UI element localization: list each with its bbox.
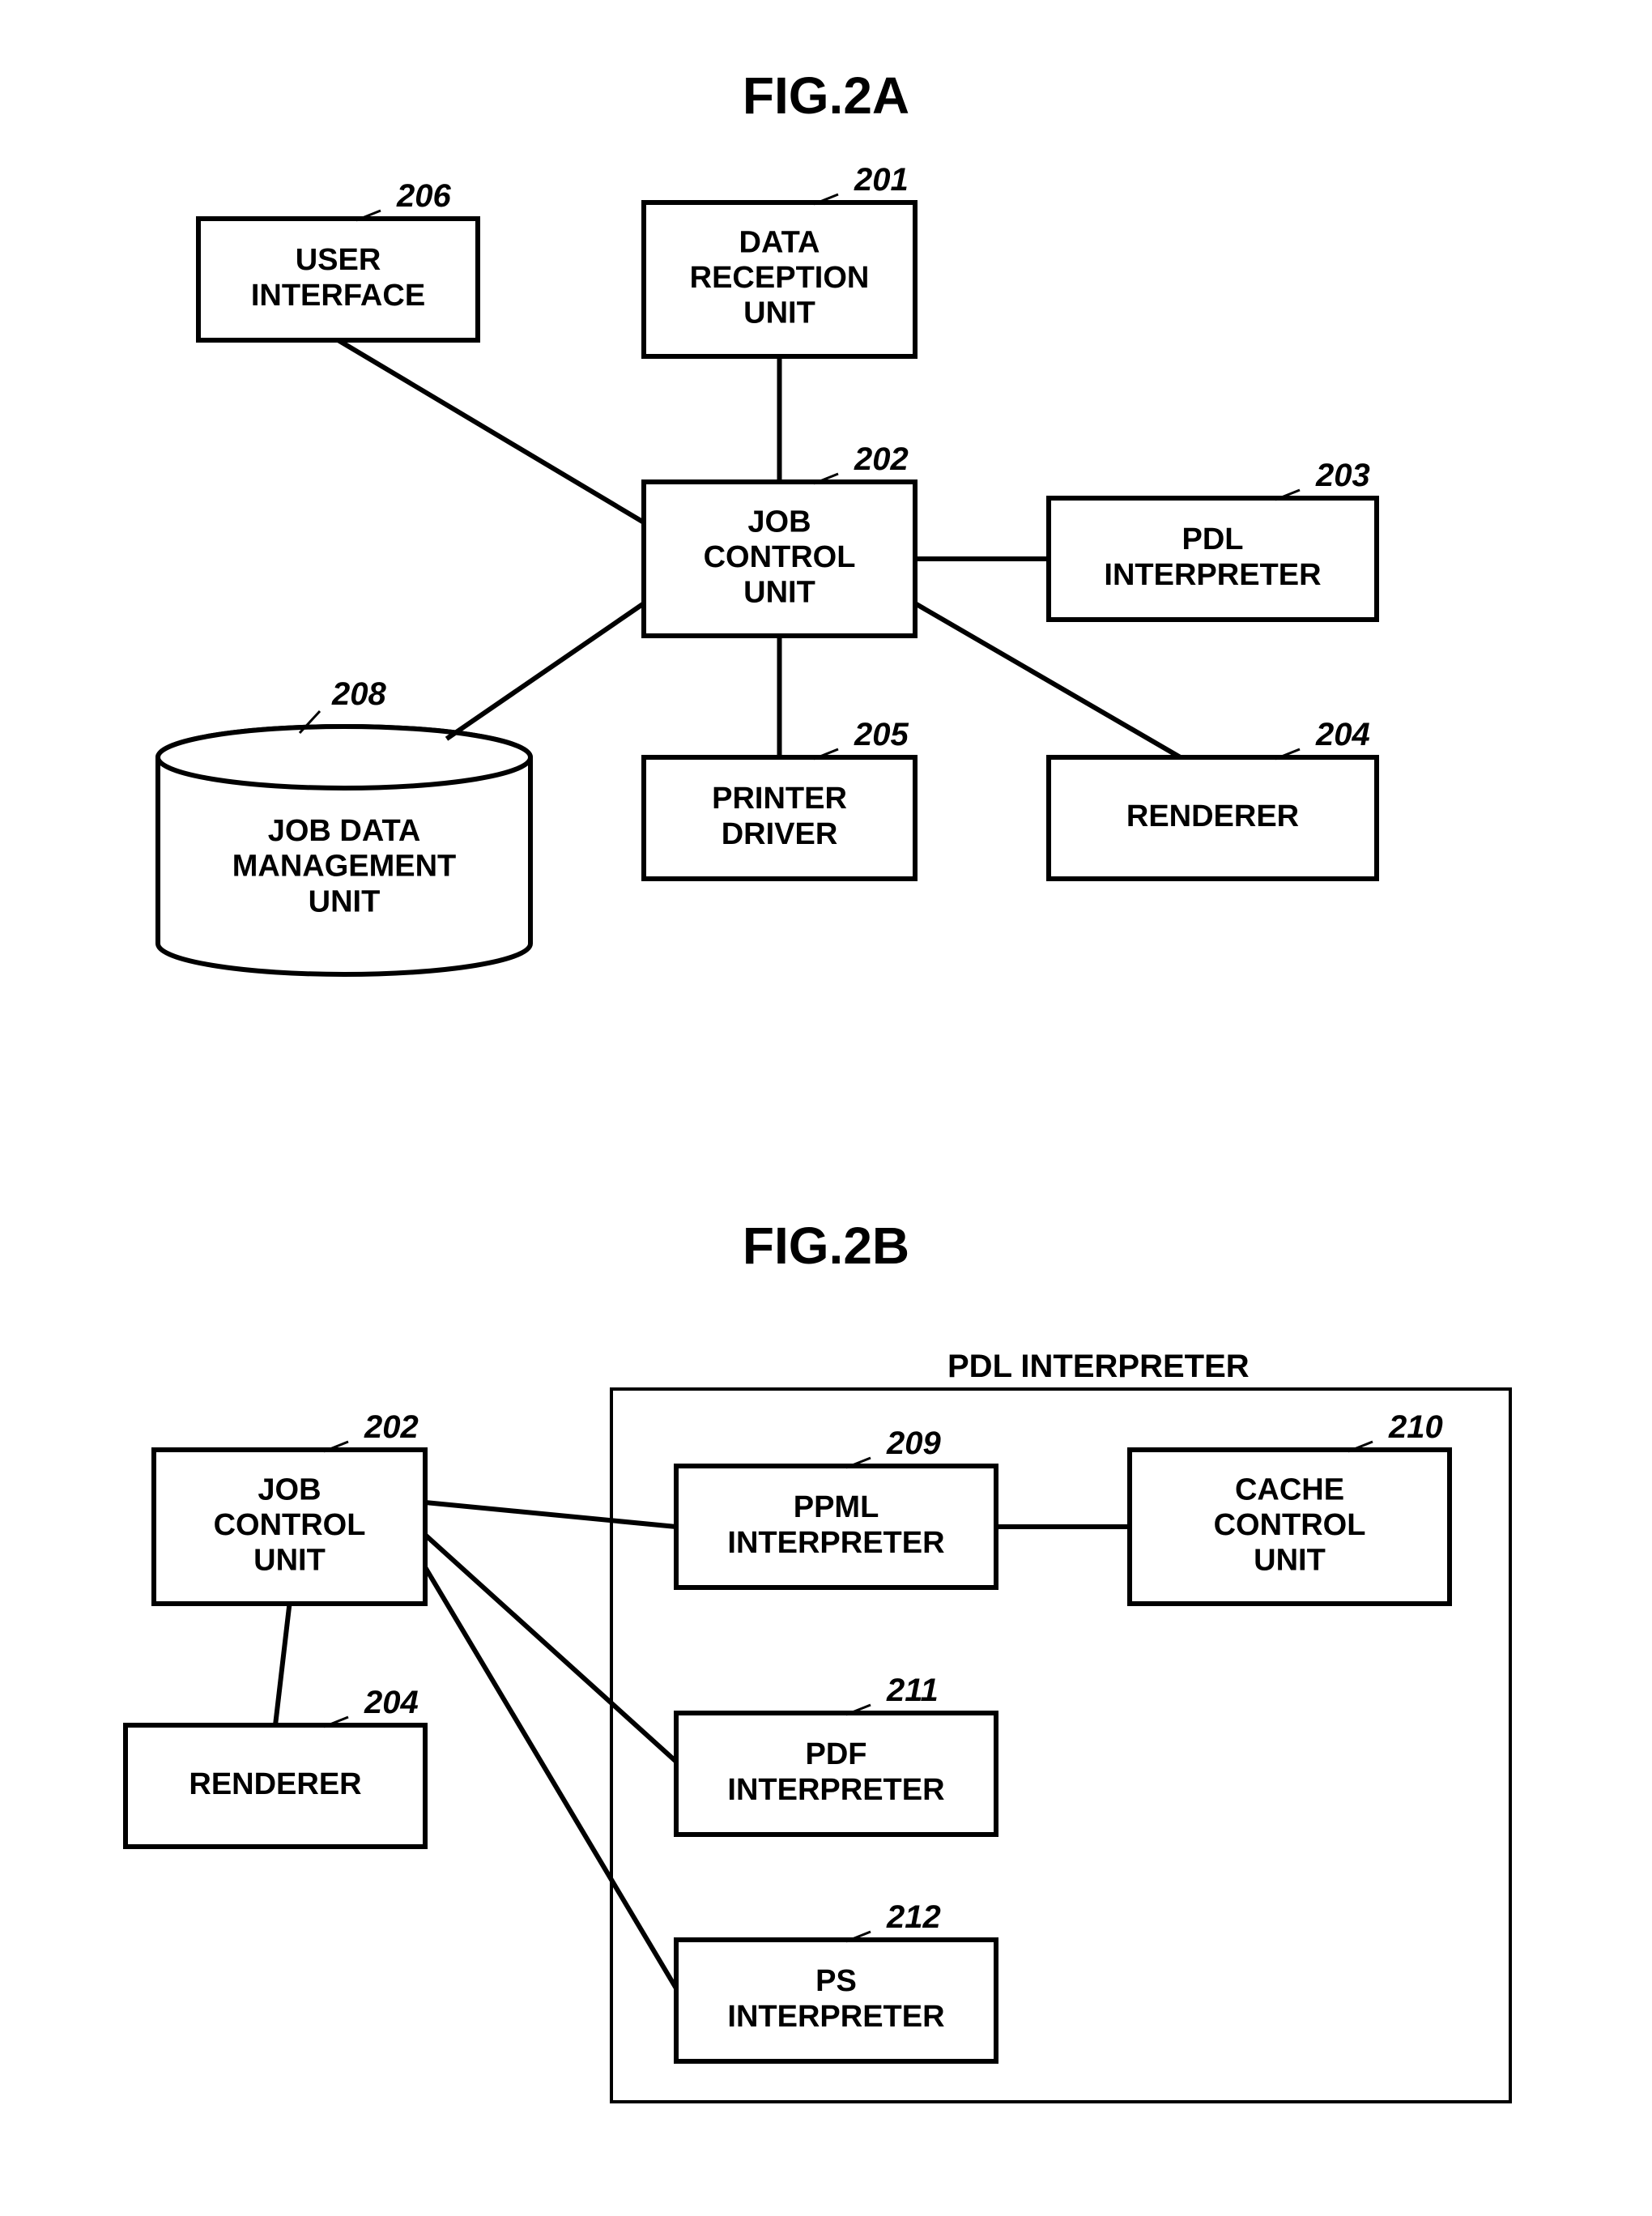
cylinder-label: JOB DATA [268, 814, 421, 848]
box-label-pdl_interpreter: PDL [1182, 522, 1244, 556]
figure-title: FIG.2A [743, 66, 909, 125]
connector [275, 1604, 290, 1725]
container-label-pdl-interpreter: PDL INTERPRETER [947, 1349, 1250, 1384]
box-label-user_interface: USER [296, 243, 381, 277]
box-label-cache: CACHE [1235, 1472, 1344, 1506]
box-label-job_control: UNIT [743, 576, 815, 610]
ref-label: 212 [886, 1899, 941, 1935]
ref-label: 204 [1315, 717, 1370, 752]
box-label-printer_driver: PRINTER [712, 782, 847, 816]
box-label-ppml: PPML [794, 1490, 879, 1524]
ref-label: 203 [1315, 458, 1370, 493]
box-label-printer_driver: DRIVER [722, 817, 838, 851]
connector [425, 1535, 676, 1762]
box-label-ppml: INTERPRETER [727, 1526, 944, 1560]
box-label-data_reception: RECEPTION [690, 261, 870, 295]
connector [338, 340, 645, 522]
box-label-ps: PS [815, 1964, 857, 1998]
ref-label: 206 [396, 178, 451, 214]
box-label-pdf: INTERPRETER [727, 1773, 944, 1807]
ref-label: 205 [854, 717, 909, 752]
box-label-pdl_interpreter: INTERPRETER [1104, 558, 1321, 592]
ref-label: 202 [364, 1409, 419, 1445]
box-label-cache: CONTROL [1214, 1508, 1366, 1542]
box-label-job_control: JOB [258, 1472, 321, 1506]
diagram-canvas: FIG.2AJOB DATAMANAGEMENTUNIT208USERINTER… [0, 0, 1652, 2216]
box-label-pdf: PDF [806, 1737, 867, 1771]
box-label-renderer: RENDERER [189, 1767, 361, 1801]
cylinder-label: MANAGEMENT [232, 850, 457, 884]
box-label-job_control: CONTROL [214, 1508, 366, 1542]
box-label-cache: UNIT [1254, 1544, 1326, 1578]
box-label-job_control: UNIT [253, 1544, 326, 1578]
ref-label: 204 [364, 1685, 419, 1720]
connector [915, 603, 1181, 757]
box-label-job_control: JOB [747, 505, 811, 539]
box-label-job_control: CONTROL [704, 540, 856, 574]
box-label-user_interface: INTERFACE [251, 279, 425, 313]
ref-label: 202 [854, 441, 909, 477]
ref-label: 211 [886, 1673, 939, 1708]
box-label-data_reception: UNIT [743, 296, 815, 330]
ref-label: 209 [886, 1425, 941, 1461]
connector [425, 1502, 676, 1527]
cylinder-top [158, 727, 530, 788]
box-label-ps: INTERPRETER [727, 2000, 944, 2034]
connector [447, 603, 645, 739]
ref-label: 210 [1388, 1409, 1443, 1445]
cylinder-label: UNIT [309, 884, 381, 918]
ref-label: 208 [331, 676, 386, 712]
ref-label: 201 [854, 162, 909, 198]
box-label-data_reception: DATA [739, 225, 820, 259]
figure-title: FIG.2B [743, 1217, 909, 1275]
connector [425, 1567, 676, 1988]
box-label-renderer: RENDERER [1126, 799, 1299, 833]
